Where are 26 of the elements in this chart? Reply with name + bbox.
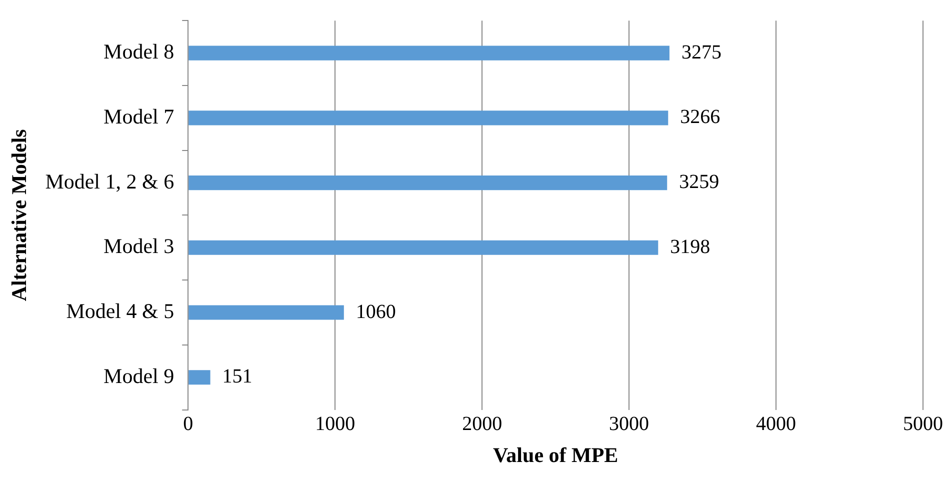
bar — [188, 305, 344, 320]
x-tick-label: 5000 — [903, 413, 943, 436]
data-label: 1060 — [356, 300, 396, 323]
bar — [188, 46, 670, 60]
data-label: 3275 — [681, 41, 722, 64]
bar — [188, 240, 658, 255]
x-tick-label: 3000 — [609, 413, 650, 436]
x-tick-label: 0 — [183, 413, 194, 436]
data-label: 3198 — [670, 236, 710, 258]
data-label: 151 — [222, 366, 252, 388]
data-label: 3266 — [680, 106, 720, 128]
y-tick-label: Model 4 & 5 — [66, 299, 174, 324]
data-label: 3259 — [679, 171, 720, 194]
x-tick-label: 1000 — [315, 413, 356, 436]
y-tick-label: Model 9 — [104, 364, 174, 388]
y-axis-title: Alternative Models — [7, 129, 32, 302]
x-axis-title: Value of MPE — [492, 442, 618, 467]
bar — [188, 110, 668, 126]
y-tick-label: Model 8 — [104, 40, 174, 64]
bar — [188, 175, 668, 190]
x-tick-label: 2000 — [462, 413, 502, 436]
y-tick-label: Model 1, 2 & 6 — [45, 169, 174, 194]
x-tick-label: 4000 — [756, 413, 796, 436]
bar — [188, 370, 210, 385]
y-tick-label: Model 7 — [104, 104, 174, 128]
y-tick-label: Model 3 — [104, 234, 174, 258]
